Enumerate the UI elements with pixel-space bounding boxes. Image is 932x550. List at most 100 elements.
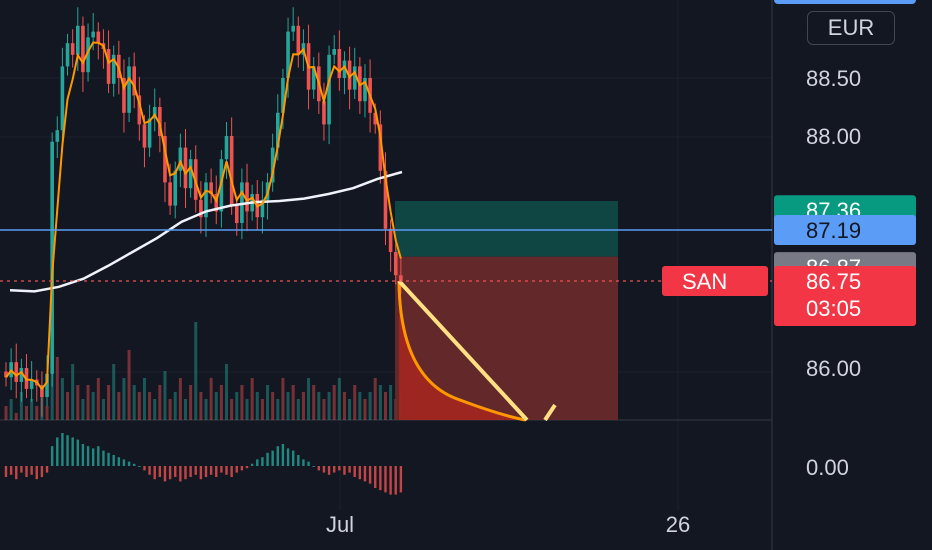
- candle-body: [224, 136, 229, 160]
- ema-fast-line: [5, 41, 402, 391]
- price-tick-label: 86.00: [806, 356, 861, 381]
- candle-body: [81, 25, 85, 73]
- candle-body: [163, 136, 167, 183]
- oscillator-bar: [225, 466, 228, 475]
- candle-body: [183, 147, 188, 189]
- oscillator-bar: [20, 466, 23, 473]
- candle-body: [188, 159, 193, 189]
- forecast-area: [399, 281, 525, 420]
- candle-body: [332, 49, 337, 55]
- oscillator-bar: [148, 466, 151, 475]
- candle-body: [204, 182, 208, 218]
- currency-button[interactable]: EUR: [807, 11, 895, 45]
- oscillator-bar: [307, 461, 310, 466]
- oscillator-bar: [281, 444, 285, 466]
- candle-body: [281, 78, 285, 113]
- oscillator-bar: [266, 452, 269, 466]
- candle-body: [55, 130, 60, 142]
- oscillator-bar: [25, 466, 28, 477]
- volume-bar: [342, 392, 346, 420]
- oscillator-bar: [158, 466, 162, 477]
- candle-body: [158, 107, 162, 136]
- candle-body: [245, 182, 249, 212]
- volume-bar: [122, 378, 126, 420]
- oscillator-bar: [220, 466, 223, 473]
- candle-body: [178, 147, 183, 171]
- volume-bar: [389, 385, 393, 420]
- volume-bar: [76, 385, 80, 420]
- candle-body: [152, 107, 157, 119]
- candle-body: [65, 43, 70, 67]
- volume-bar: [194, 322, 198, 420]
- volume-bar: [101, 399, 105, 420]
- candle-body: [96, 31, 101, 44]
- candle-body: [234, 205, 239, 223]
- oscillator-bar: [250, 463, 254, 466]
- volume-bar: [127, 350, 131, 420]
- oscillator-bar: [199, 466, 203, 480]
- price-tick-label: 88.00: [806, 124, 861, 149]
- oscillator-bar: [240, 466, 244, 471]
- oscillator-bar: [9, 466, 13, 475]
- volume-bar: [301, 392, 305, 420]
- time-tick-label: 26: [666, 512, 690, 537]
- candle-body: [337, 49, 342, 78]
- oscillator-bar: [174, 466, 177, 477]
- candle-body: [399, 275, 403, 281]
- volume-bar: [235, 392, 239, 420]
- price-axis[interactable]: 88.5088.0086.000.0087.3687.1986.8786.750…: [662, 0, 916, 480]
- candle-body: [19, 368, 24, 382]
- candle-body: [86, 37, 90, 73]
- moving-averages: [5, 41, 403, 391]
- oscillator-bar: [138, 466, 141, 467]
- oscillator-bar: [286, 448, 290, 466]
- volume-bar: [219, 385, 223, 420]
- oscillator-bar: [343, 466, 346, 475]
- candle-body: [122, 78, 126, 113]
- oscillator-bar: [184, 466, 187, 480]
- volume-bar: [296, 399, 300, 420]
- oscillator-bar: [122, 459, 126, 466]
- oscillator-bar: [230, 466, 233, 477]
- volume-bar: [204, 399, 208, 420]
- oscillator-bar: [399, 466, 403, 493]
- candle-body: [270, 147, 275, 183]
- oscillator-bar: [30, 466, 33, 475]
- volume-bar: [307, 378, 311, 420]
- volume-bar: [209, 378, 213, 420]
- oscillator-bar: [81, 444, 85, 466]
- candle-body: [286, 31, 290, 79]
- volume-bar: [353, 385, 357, 420]
- volume-bar: [317, 392, 321, 420]
- volume-bar: [337, 378, 341, 420]
- oscillator-bar: [102, 450, 105, 466]
- candle-body: [209, 182, 213, 194]
- oscillator-bar: [97, 446, 100, 466]
- candle-body: [4, 371, 8, 378]
- forecast-drawing[interactable]: [397, 279, 557, 422]
- volume-bar: [378, 385, 382, 420]
- volume-bar: [286, 392, 290, 420]
- candle-body: [29, 379, 34, 389]
- oscillator-bar: [276, 446, 279, 466]
- profit-zone: [395, 200, 618, 257]
- oscillator-bar: [189, 466, 192, 477]
- candle-body: [50, 141, 54, 374]
- candle-body: [127, 66, 131, 113]
- forecast-line: [397, 279, 557, 422]
- volume-bar: [189, 385, 193, 420]
- candle-body: [373, 112, 378, 125]
- candle-body: [91, 31, 95, 38]
- candle-body: [14, 362, 19, 382]
- oscillator-bar: [168, 466, 172, 480]
- volume-bar: [332, 385, 336, 420]
- axis-tag-edge: [774, 0, 916, 4]
- price-lines: [0, 229, 772, 282]
- volume-bar: [271, 392, 275, 420]
- candle-body: [296, 25, 301, 55]
- time-axis[interactable]: Jul 26: [326, 512, 690, 537]
- volume-bar: [183, 399, 187, 420]
- volume-bar: [148, 392, 152, 420]
- oscillator-bar: [374, 466, 377, 488]
